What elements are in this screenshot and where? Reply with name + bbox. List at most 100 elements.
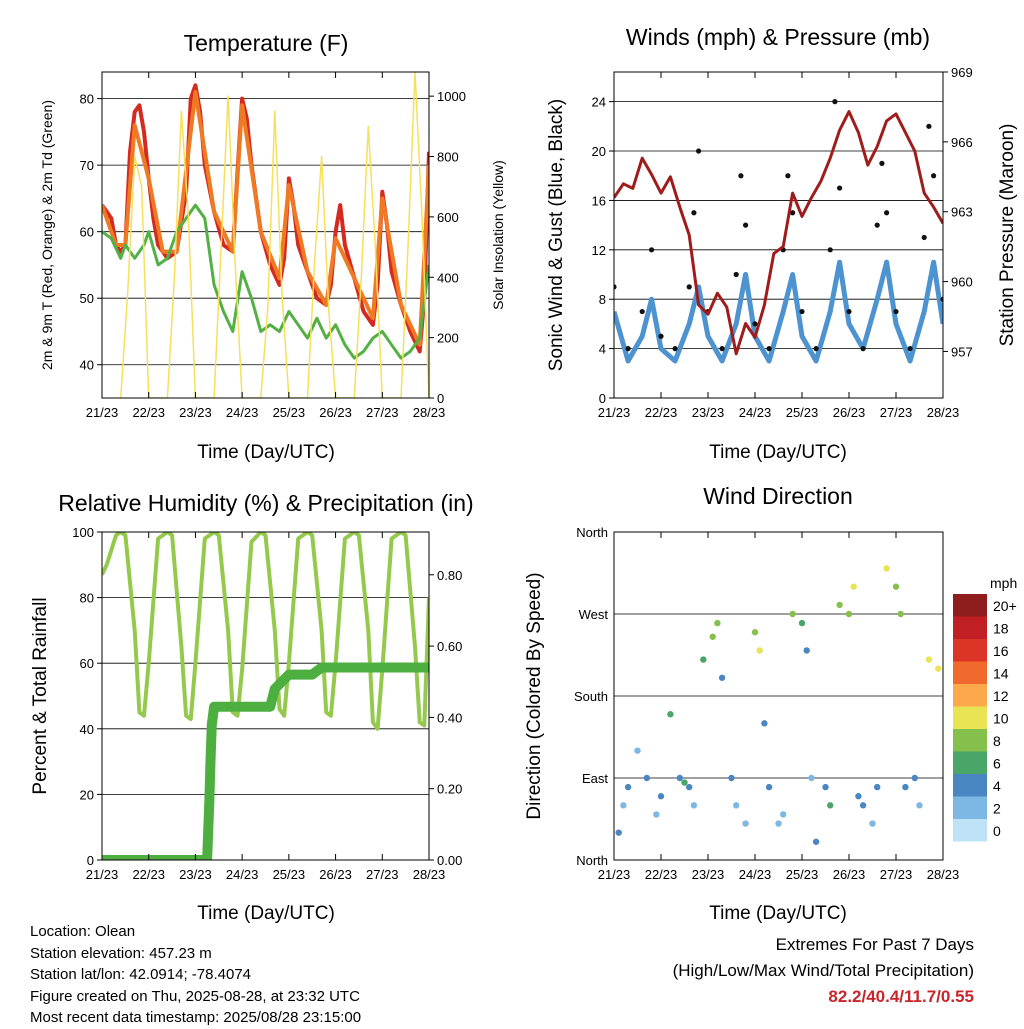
- gust-point: [931, 173, 937, 179]
- x-tick-label: 26/23: [833, 867, 866, 882]
- direction-point: [812, 838, 820, 845]
- gust-point: [879, 160, 885, 166]
- recent-data-text: Most recent data timestamp: 2025/08/28 2…: [30, 1009, 362, 1026]
- y-tick-label: East: [582, 771, 608, 786]
- legend-swatch: [953, 819, 987, 842]
- winds-plot-frame: [613, 71, 944, 399]
- y-tick-label: 20: [592, 144, 606, 159]
- y-tick-label: North: [576, 525, 608, 540]
- y2-tick-label: 963: [951, 205, 973, 220]
- y-tick-label: 20: [80, 787, 94, 802]
- x-tick-label: 24/23: [226, 405, 259, 420]
- gust-point: [672, 346, 678, 352]
- direction-point: [883, 565, 890, 572]
- winds-xlabel: Time (Day/UTC): [709, 442, 847, 463]
- x-tick-label: 26/23: [319, 405, 352, 420]
- legend-label: 6: [993, 756, 1001, 772]
- winds-title: Winds (mph) & Pressure (mb): [626, 24, 930, 50]
- legend-swatch: [953, 796, 987, 819]
- y2-tick-label: 400: [437, 270, 459, 285]
- direction-point: [780, 811, 787, 818]
- x-tick-label: 24/23: [739, 867, 772, 882]
- humidity-title: Relative Humidity (%) & Precipitation (i…: [58, 490, 473, 516]
- winds-ticks: 0 4 8 12 16 20 24 957 960 963 966 969 21/23 22/23 23/2…: [592, 65, 973, 420]
- direction-point: [897, 610, 904, 618]
- direction-point: [836, 601, 843, 609]
- gust-point: [832, 99, 838, 105]
- gust-point: [785, 173, 791, 179]
- gust-point: [719, 346, 725, 352]
- y-tick-label: 16: [592, 193, 606, 208]
- gust-point: [884, 210, 890, 216]
- direction-point: [624, 783, 632, 791]
- y2-tick-label: 0.80: [437, 568, 462, 583]
- legend-swatch: [953, 639, 987, 662]
- x-tick-label: 24/23: [226, 867, 259, 882]
- y-tick-label: 60: [80, 225, 94, 240]
- direction-point: [892, 583, 900, 590]
- direction-point: [714, 619, 721, 627]
- direction-point: [742, 820, 749, 827]
- direction-point: [798, 619, 806, 627]
- y2-tick-label: 957: [951, 344, 973, 359]
- gust-point: [893, 308, 899, 315]
- humidity-ylabel-left: Percent & Total Rainfall: [30, 597, 51, 794]
- gust-point: [926, 123, 932, 129]
- latlon-text: Station lat/lon: 42.0914; -78.4074: [30, 966, 252, 983]
- direction-point: [643, 774, 651, 782]
- pressure-line: [614, 110, 943, 356]
- humidity-ticks: 0 20 40 60 80 100 0.00 0.20 0.40 0.60 0.80 21/23 22/…: [72, 525, 462, 882]
- gust-point: [799, 308, 805, 315]
- winds-ylabel-left: Sonic Wind & Gust (Blue, Black): [546, 99, 567, 371]
- created-text: Figure created on Thu, 2025-08-28, at 23…: [30, 987, 360, 1005]
- x-tick-label: 25/23: [273, 867, 306, 882]
- y2-tick-label: 0.20: [437, 782, 462, 797]
- y2-tick-label: 960: [951, 275, 973, 290]
- y-tick-label: 0: [87, 853, 94, 868]
- legend-label: 0: [993, 823, 1001, 839]
- temperature-plot-frame: [101, 71, 430, 399]
- direction-point: [657, 793, 665, 800]
- x-tick-label: 26/23: [319, 867, 352, 882]
- x-tick-label: 21/23: [86, 867, 119, 882]
- x-tick-label: 27/23: [366, 405, 399, 420]
- direction-point: [803, 647, 810, 654]
- solar-line: [119, 72, 429, 398]
- y-tick-label: 70: [80, 158, 94, 173]
- gust-point: [625, 346, 631, 352]
- station-info: Location: Olean Station elevation: 457.2…: [30, 921, 361, 1029]
- gust-point: [686, 284, 692, 290]
- y2-tick-label: 966: [951, 135, 973, 150]
- x-tick-label: 21/23: [598, 405, 631, 420]
- extremes-values: 82.2/40.4/11.7/0.55: [828, 987, 974, 1006]
- x-tick-label: 21/23: [86, 405, 119, 420]
- direction-point: [859, 802, 867, 809]
- gust-point: [827, 247, 833, 253]
- y2-tick-label: 0.40: [437, 710, 462, 725]
- y-tick-label: 40: [80, 722, 94, 737]
- y-tick-label: 12: [592, 243, 606, 258]
- precip-line: [102, 662, 429, 860]
- direction-point: [751, 629, 759, 636]
- gust-point: [940, 296, 943, 302]
- temperature-ylabel-right: Solar Insolation (Yellow): [490, 160, 506, 310]
- y-tick-label: 0: [599, 391, 606, 406]
- direction-point: [855, 793, 862, 800]
- humidity-plot-frame: [101, 531, 430, 861]
- x-tick-label: 23/23: [179, 405, 212, 420]
- y-tick-label: 8: [599, 292, 606, 307]
- direction-point: [620, 802, 627, 809]
- gust-point: [614, 284, 617, 290]
- y-tick-label: 24: [592, 95, 606, 110]
- x-tick-label: 28/23: [927, 405, 960, 420]
- legend-swatch: [953, 684, 987, 707]
- y2-tick-label: 1000: [437, 89, 466, 104]
- direction-point: [827, 802, 834, 809]
- y2-tick-label: 0.00: [437, 853, 462, 868]
- x-tick-label: 27/23: [366, 867, 399, 882]
- x-tick-label: 22/23: [132, 867, 165, 882]
- gust-point: [752, 321, 758, 327]
